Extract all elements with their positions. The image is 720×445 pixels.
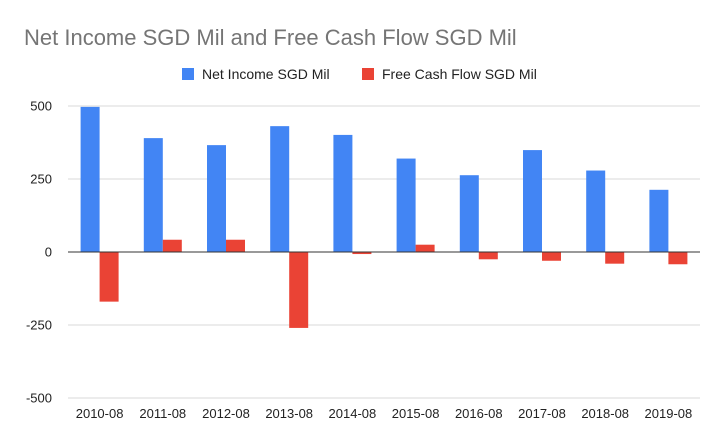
legend-label-net-income: Net Income SGD Mil bbox=[202, 66, 330, 82]
bar-net-income bbox=[523, 150, 542, 252]
y-tick-label: -250 bbox=[26, 318, 52, 333]
x-tick-label: 2016-08 bbox=[455, 406, 503, 421]
bar-free-cash-flow bbox=[605, 252, 625, 264]
y-tick-label: 0 bbox=[45, 245, 52, 260]
bars bbox=[80, 106, 688, 328]
bar-net-income bbox=[459, 175, 479, 252]
bar-free-cash-flow bbox=[162, 239, 182, 252]
x-tick-label: 2014-08 bbox=[329, 406, 377, 421]
x-tick-label: 2013-08 bbox=[265, 406, 313, 421]
bar-free-cash-flow bbox=[542, 252, 561, 261]
y-tick-label: 250 bbox=[30, 172, 52, 187]
x-tick-label: 2010-08 bbox=[76, 406, 124, 421]
bar-net-income bbox=[207, 145, 226, 252]
bar-free-cash-flow bbox=[668, 252, 688, 265]
x-tick-label: 2011-08 bbox=[139, 406, 186, 421]
bar-net-income bbox=[270, 126, 290, 252]
x-axis-tick-labels: 2010-08 2011-08 2012-08 2013-08 2014-08 2015-… bbox=[76, 406, 693, 421]
bar-free-cash-flow bbox=[352, 252, 372, 255]
y-axis-tick-labels: 500 250 0 -250 -500 bbox=[26, 99, 52, 406]
bar-net-income bbox=[333, 134, 353, 252]
x-tick-label: 2015-08 bbox=[392, 406, 440, 421]
bar-free-cash-flow bbox=[289, 252, 309, 328]
y-tick-label: -500 bbox=[26, 391, 52, 406]
bar-free-cash-flow bbox=[99, 252, 119, 302]
bar-net-income bbox=[80, 106, 100, 252]
x-tick-label: 2018-08 bbox=[581, 406, 629, 421]
y-tick-label: 500 bbox=[30, 99, 52, 114]
bar-free-cash-flow bbox=[226, 239, 245, 252]
x-tick-label: 2019-08 bbox=[645, 406, 693, 421]
x-tick-label: 2012-08 bbox=[202, 406, 250, 421]
bar-free-cash-flow bbox=[478, 252, 498, 260]
legend-swatch-net-income bbox=[182, 68, 194, 80]
bar-net-income bbox=[396, 158, 416, 252]
legend-label-free-cash-flow: Free Cash Flow SGD Mil bbox=[382, 66, 537, 82]
legend-swatch-free-cash-flow bbox=[362, 68, 374, 80]
x-tick-label: 2017-08 bbox=[518, 406, 566, 421]
bar-net-income bbox=[586, 170, 606, 252]
legend: Net Income SGD Mil Free Cash Flow SGD Mi… bbox=[182, 66, 537, 82]
bar-net-income bbox=[143, 138, 163, 252]
bar-free-cash-flow bbox=[415, 244, 435, 252]
bar-net-income bbox=[649, 189, 669, 252]
chart-title: Net Income SGD Mil and Free Cash Flow SG… bbox=[24, 25, 517, 50]
